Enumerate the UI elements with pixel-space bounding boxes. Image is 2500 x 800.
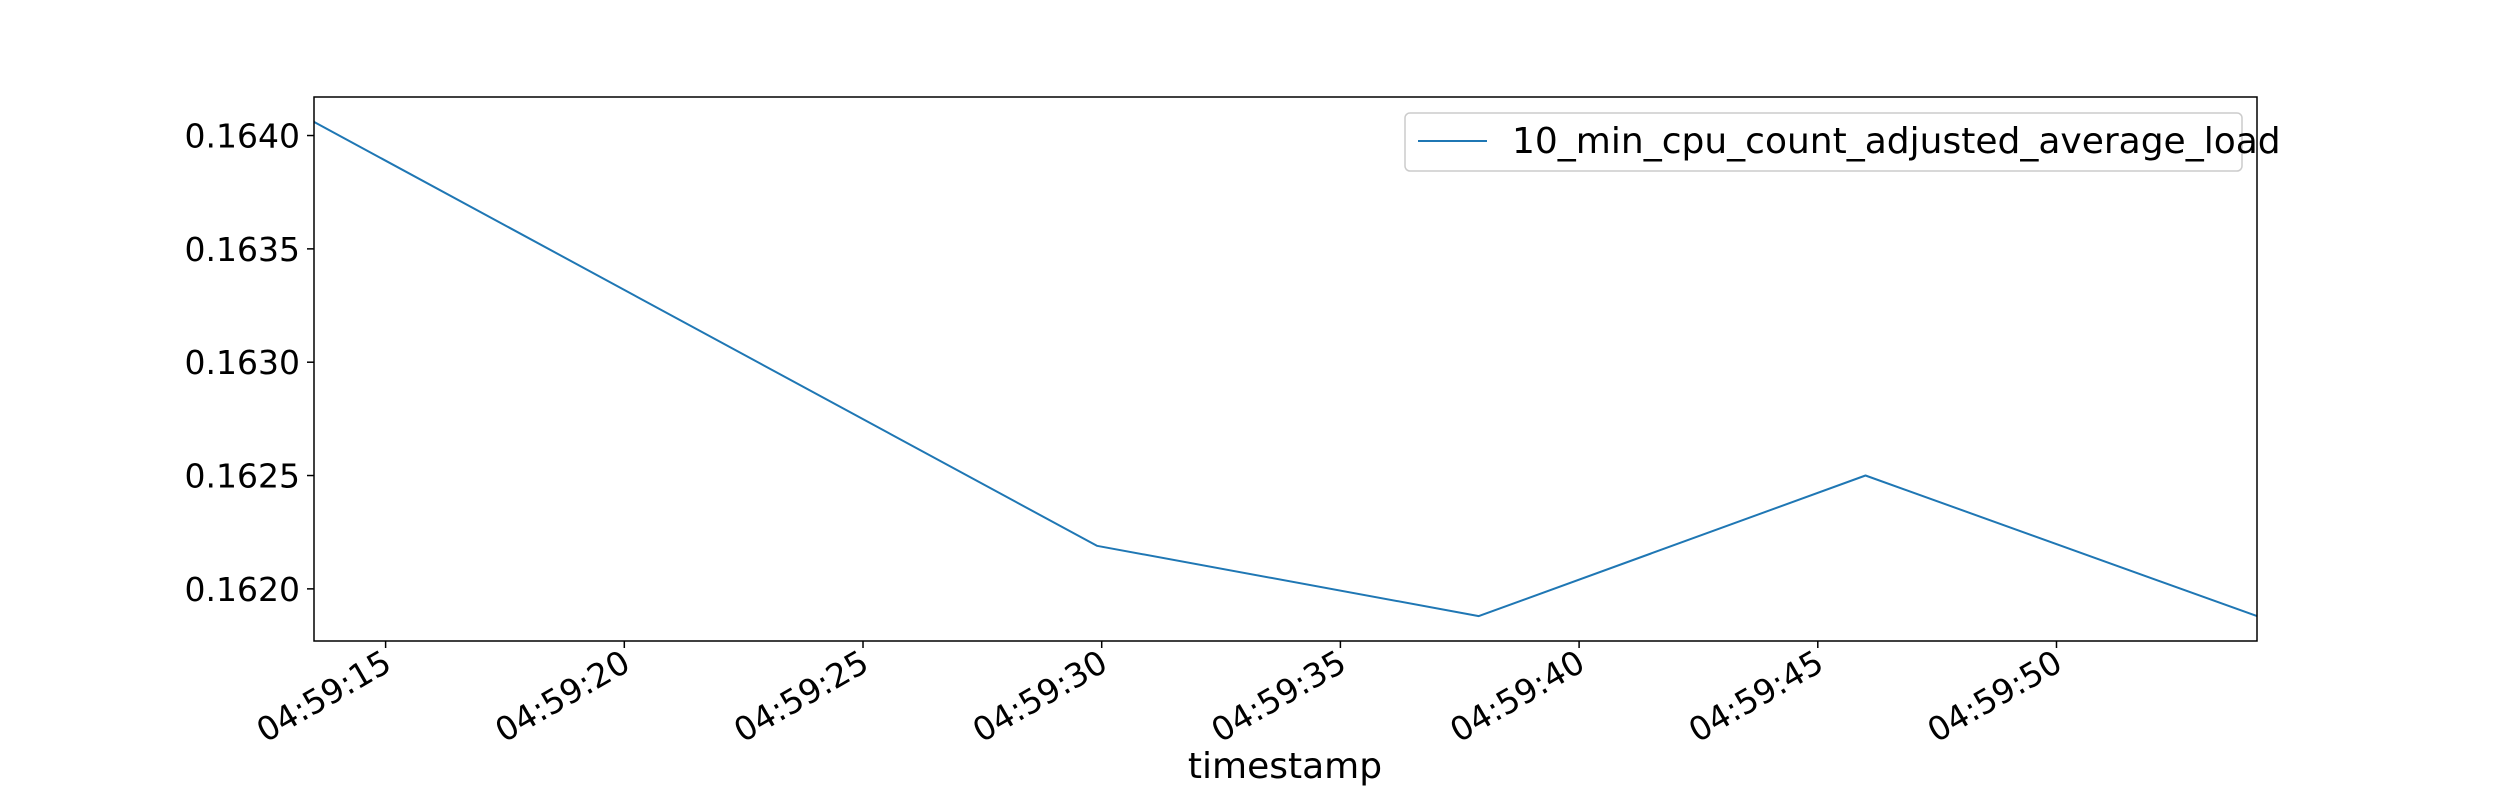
legend: 10_min_cpu_count_adjusted_average_load <box>1404 112 2281 172</box>
series-layer <box>313 121 2258 618</box>
y-axis-ticks: 0.1620 0.1625 0.1630 0.1635 0.1640 <box>185 117 314 609</box>
data-point <box>1865 475 1867 477</box>
data-point <box>1478 615 1480 617</box>
data-point <box>1096 545 1098 547</box>
y-tick-label: 0.1620 <box>185 570 300 609</box>
x-axis-label: timestamp <box>1188 746 1382 787</box>
series-line-10-min-cpu-count-adjusted-average-load <box>313 121 2258 618</box>
y-tick-label: 0.1635 <box>185 230 300 269</box>
plot-area <box>314 97 2257 641</box>
y-tick-label: 0.1625 <box>185 457 300 496</box>
y-tick-label: 0.1630 <box>185 343 300 382</box>
plot-frame <box>313 96 2258 642</box>
y-tick-label: 0.1640 <box>185 117 300 156</box>
legend-box <box>1404 112 2243 172</box>
legend-label-10-min-cpu-count-adjusted-average-load: 10_min_cpu_count_adjusted_average_load <box>1512 121 2281 162</box>
